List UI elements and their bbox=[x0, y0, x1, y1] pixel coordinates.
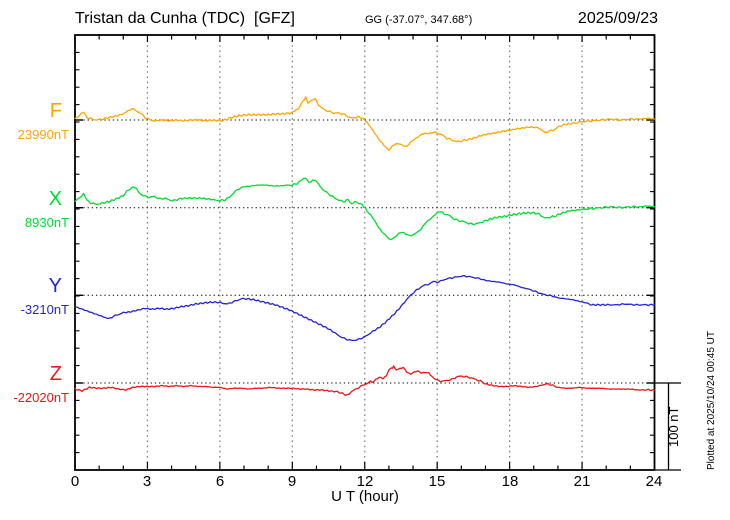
channel-label-z: Z bbox=[49, 363, 62, 385]
date-label: 2025/09/23 bbox=[577, 10, 658, 27]
x-tick-24: 24 bbox=[645, 473, 663, 490]
x-tick-15: 15 bbox=[428, 473, 446, 490]
geographic-coordinates: GG (-37.07°, 347.68°) bbox=[365, 14, 473, 26]
x-tick-3: 3 bbox=[142, 473, 152, 490]
channel-baseline-f: 23990nT bbox=[17, 127, 69, 142]
channel-baseline-z: -22020nT bbox=[13, 390, 69, 405]
channel-label-f: F bbox=[49, 100, 62, 122]
x-tick-18: 18 bbox=[501, 473, 519, 490]
scale-bar-label: 100 nT bbox=[666, 406, 681, 447]
x-axis-title: U T (hour) bbox=[331, 488, 399, 505]
x-tick-12: 12 bbox=[356, 473, 374, 490]
station-title: Tristan da Cunha (TDC) [GFZ] bbox=[75, 10, 295, 27]
channel-label-x: X bbox=[48, 188, 62, 210]
trace-F bbox=[74, 96, 656, 151]
channel-baseline-x: 8930nT bbox=[24, 215, 69, 230]
x-tick-6: 6 bbox=[215, 473, 225, 490]
x-tick-21: 21 bbox=[573, 473, 591, 490]
x-tick-9: 9 bbox=[287, 473, 297, 490]
plot-timestamp: Plotted at 2025/10/24 00:45 UT bbox=[706, 331, 717, 470]
trace-Y bbox=[74, 275, 656, 342]
trace-X bbox=[74, 177, 656, 241]
x-tick-0: 0 bbox=[70, 473, 80, 490]
trace-Z bbox=[74, 365, 656, 397]
channel-baseline-y: -3210nT bbox=[20, 302, 69, 317]
channel-label-y: Y bbox=[48, 275, 62, 297]
